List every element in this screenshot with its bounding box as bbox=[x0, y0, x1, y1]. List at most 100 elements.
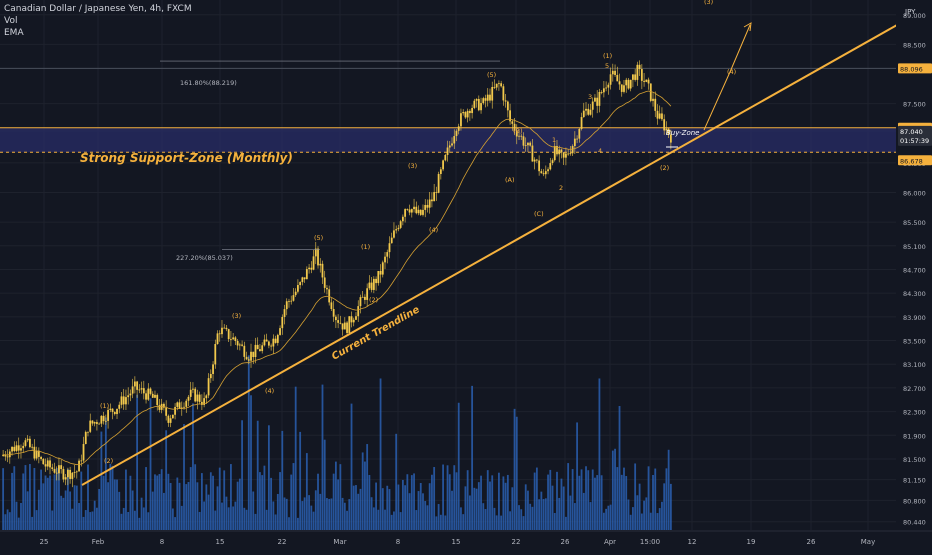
volume-bar bbox=[165, 430, 168, 530]
candle-body bbox=[498, 83, 500, 85]
candle-body bbox=[535, 159, 538, 161]
candle-body bbox=[395, 229, 398, 231]
candle-body bbox=[187, 396, 190, 401]
candle-body bbox=[486, 94, 489, 101]
volume-bar bbox=[578, 475, 581, 530]
candle-body bbox=[585, 108, 587, 111]
candle-body bbox=[109, 408, 112, 410]
candle-body bbox=[292, 295, 295, 301]
volume-bar bbox=[609, 504, 612, 530]
volume-bar bbox=[109, 463, 112, 530]
volume-bar bbox=[265, 509, 268, 530]
candle-body bbox=[576, 138, 578, 140]
candle-body bbox=[194, 388, 197, 402]
volume-bar bbox=[433, 467, 436, 530]
candle-body bbox=[11, 446, 13, 452]
candle-body bbox=[399, 221, 402, 228]
volume-bar bbox=[183, 424, 185, 530]
volume-bar bbox=[96, 507, 98, 530]
wave-label: (1) bbox=[603, 52, 612, 60]
candle-body bbox=[290, 300, 293, 302]
volume-bar bbox=[11, 472, 13, 530]
volume-bar bbox=[261, 475, 264, 530]
candle-body bbox=[334, 316, 337, 321]
volume-bar bbox=[328, 498, 331, 530]
volume-bar bbox=[397, 484, 400, 530]
ema-line bbox=[3, 90, 672, 466]
volume-bar bbox=[263, 465, 266, 530]
volume-bar bbox=[156, 475, 159, 530]
candle-body bbox=[317, 248, 319, 266]
volume-bar bbox=[654, 468, 657, 530]
volume-bar bbox=[129, 475, 132, 530]
volume-bar bbox=[234, 501, 237, 530]
volume-bar bbox=[207, 494, 210, 530]
volume-bar bbox=[614, 448, 616, 530]
candle-body bbox=[107, 409, 109, 421]
volume-bar bbox=[89, 512, 92, 530]
volume-bar bbox=[256, 420, 259, 530]
volume-bar bbox=[366, 444, 369, 530]
volume-bar bbox=[598, 378, 601, 530]
candle-body bbox=[125, 397, 127, 405]
candle-body bbox=[22, 445, 25, 449]
candle-body bbox=[169, 418, 172, 423]
volume-bar bbox=[274, 514, 277, 530]
candle-body bbox=[26, 438, 29, 441]
volume-bar bbox=[500, 515, 503, 530]
candle-body bbox=[252, 351, 255, 358]
candle-body bbox=[232, 337, 235, 340]
volume-legend: Vol bbox=[4, 16, 18, 26]
candle-body bbox=[261, 345, 264, 352]
x-tick-label: 25 bbox=[40, 538, 49, 546]
candle-body bbox=[283, 309, 286, 317]
candle-body bbox=[44, 464, 47, 467]
volume-bar bbox=[491, 475, 494, 530]
wave-label: (5) bbox=[487, 71, 496, 79]
y-tick-label: 87.500 bbox=[903, 101, 926, 109]
volume-bar bbox=[125, 469, 127, 530]
volume-bar bbox=[272, 501, 275, 530]
candle-body bbox=[560, 149, 563, 153]
candle-body bbox=[116, 408, 118, 415]
candle-body bbox=[89, 420, 92, 432]
candle-body bbox=[243, 345, 246, 357]
candle-body bbox=[297, 285, 299, 292]
volume-bar bbox=[571, 469, 574, 530]
volume-bar bbox=[44, 475, 47, 530]
volume-bar bbox=[419, 483, 422, 530]
volume-bar bbox=[337, 479, 340, 530]
candle-body bbox=[518, 135, 520, 137]
candle-body bbox=[587, 108, 590, 115]
volume-bar bbox=[431, 474, 433, 530]
x-tick-label: 19 bbox=[747, 538, 756, 546]
candle-body bbox=[245, 356, 248, 360]
volume-bar bbox=[15, 501, 18, 530]
candle-body bbox=[285, 301, 288, 310]
candle-body bbox=[234, 337, 237, 341]
candle-body bbox=[254, 344, 257, 358]
volume-bar bbox=[549, 469, 552, 530]
volume-bar bbox=[585, 466, 587, 530]
candle-body bbox=[500, 83, 503, 87]
volume-bar bbox=[594, 477, 596, 530]
volume-bar bbox=[147, 512, 150, 530]
wave-label: (3) bbox=[408, 162, 417, 170]
volume-bar bbox=[252, 491, 255, 530]
x-tick-label: 15 bbox=[216, 538, 225, 546]
volume-bar bbox=[49, 475, 51, 530]
candle-body bbox=[250, 351, 252, 361]
candle-body bbox=[60, 465, 63, 470]
candle-body bbox=[529, 142, 532, 146]
volume-bar bbox=[330, 498, 333, 530]
x-tick-label: Mar bbox=[333, 538, 346, 546]
volume-bar bbox=[230, 464, 232, 530]
trendline-label: Current Trendline bbox=[330, 304, 422, 362]
candle-body bbox=[46, 460, 49, 467]
candle-body bbox=[600, 92, 603, 93]
candle-body bbox=[359, 297, 362, 307]
x-tick-label: 22 bbox=[278, 538, 287, 546]
volume-bar bbox=[113, 479, 116, 530]
